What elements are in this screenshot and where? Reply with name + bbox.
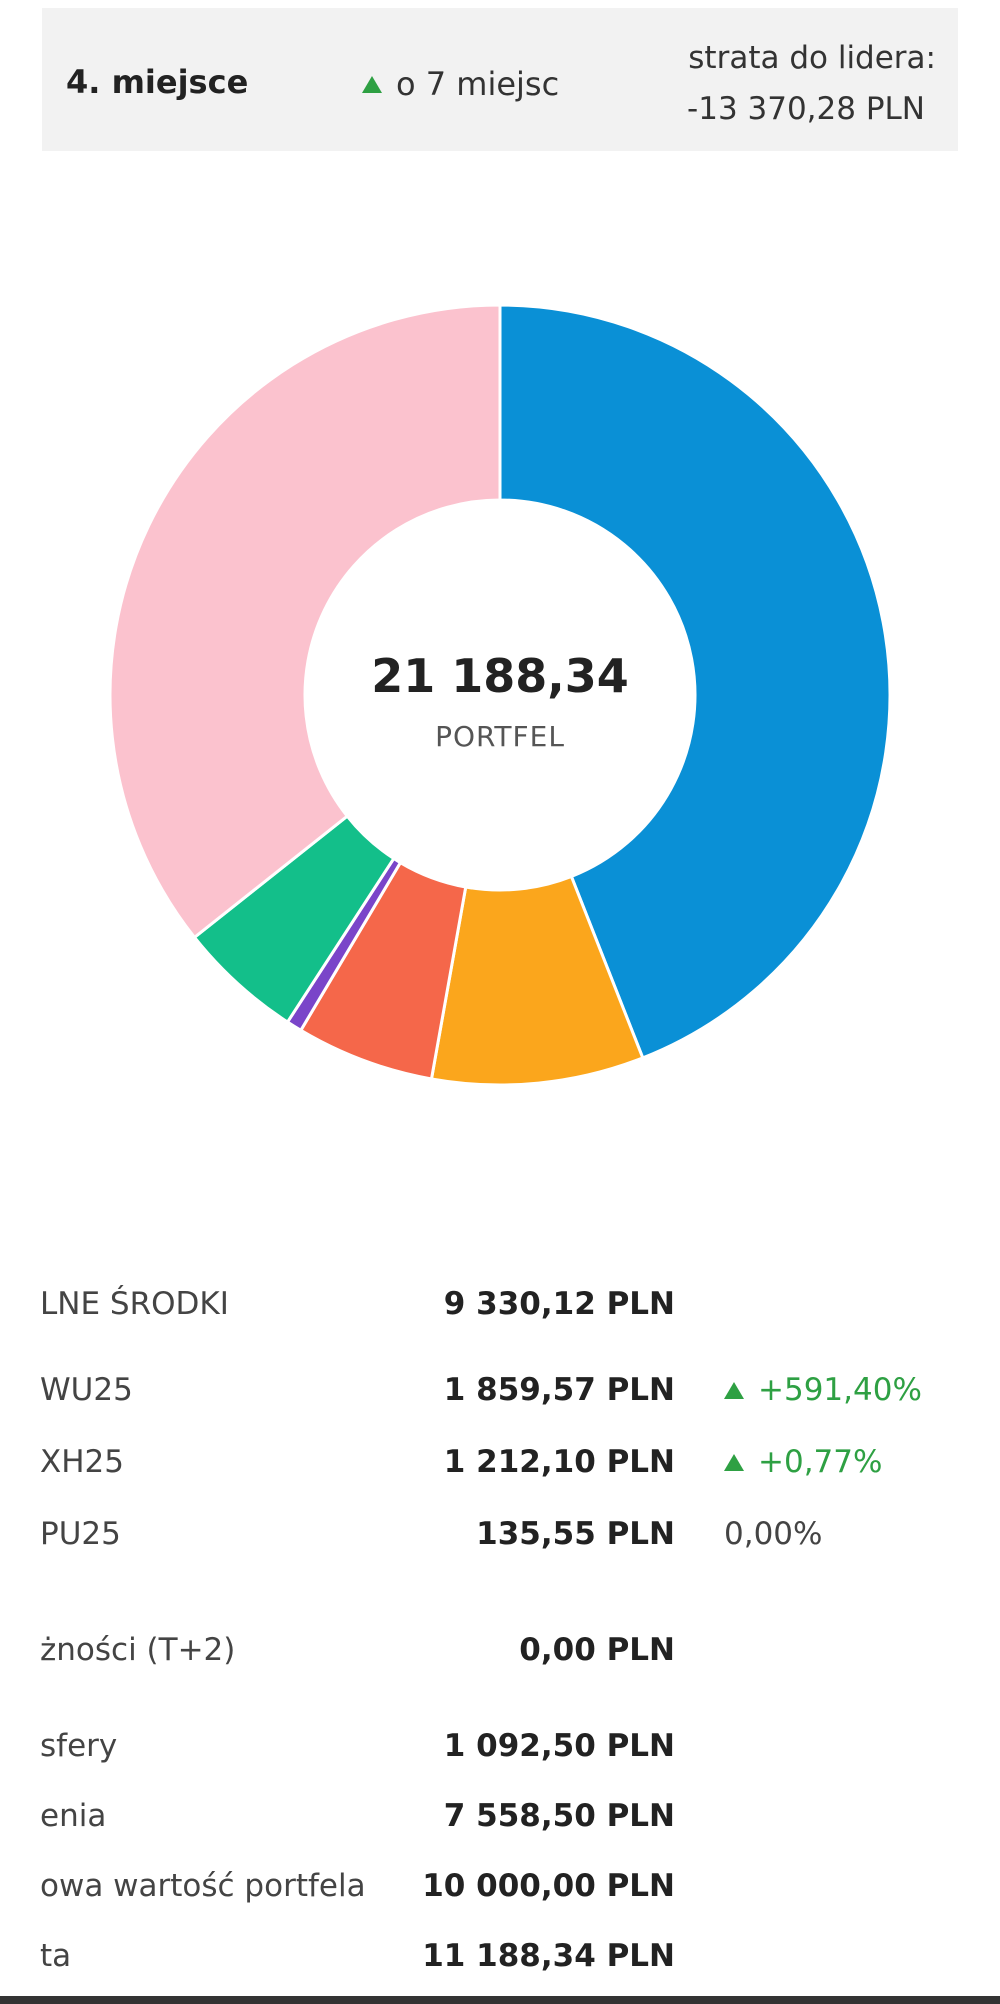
holding-value: 135,55 PLN [476,1516,675,1552]
holding-change-text: +591,40% [758,1372,922,1408]
summary-row: ta 11 188,34 PLN [0,1938,1000,1988]
arrow-up-icon [724,1381,744,1399]
rank-change-text: o 7 miejsc [396,65,560,103]
holding-name: WU25 [40,1372,133,1408]
portfolio-donut-chart: 21 188,34 PORTFEL [108,303,892,1087]
summary-value: 10 000,00 PLN [422,1868,675,1904]
arrow-up-icon [362,75,382,93]
summary-row: sfery 1 092,50 PLN [0,1728,1000,1778]
donut-slice-5[interactable] [108,303,502,940]
holding-name: PU25 [40,1516,121,1552]
list-item[interactable]: WU25 1 859,57 PLN +591,40% [0,1372,1000,1422]
holding-name: LNE ŚRODKI [40,1286,229,1322]
holding-change: +591,40% [724,1372,922,1408]
summary-label: enia [40,1798,107,1834]
summary-value: 11 188,34 PLN [422,1938,675,1974]
arrow-up-icon [724,1453,744,1471]
list-item[interactable]: PU25 135,55 PLN 0,00% [0,1516,1000,1566]
summary-label: owa wartość portfela [40,1868,366,1904]
summary-label: żności (T+2) [40,1632,236,1668]
bottom-edge [0,1996,1000,2004]
list-item[interactable]: LNE ŚRODKI 9 330,12 PLN [0,1286,1000,1336]
holding-name: XH25 [40,1444,124,1480]
list-item[interactable]: XH25 1 212,10 PLN +0,77% [0,1444,1000,1494]
summary-row: owa wartość portfela 10 000,00 PLN [0,1868,1000,1918]
holding-change: +0,77% [724,1444,882,1480]
rank-place: 4. miejsce [66,63,249,101]
summary-label: ta [40,1938,72,1974]
holding-change-text: +0,77% [758,1444,883,1480]
holding-value: 1 859,57 PLN [443,1372,675,1408]
summary-value: 7 558,50 PLN [443,1798,675,1834]
holding-change: 0,00% [724,1516,823,1552]
portfolio-label: PORTFEL [435,720,565,753]
summary-value: 1 092,50 PLN [443,1728,675,1764]
rank-change: o 7 miejsc [362,65,559,103]
donut-slice-0[interactable] [498,303,892,1060]
summary-label: sfery [40,1728,118,1764]
loss-to-leader-label: strata do lidera: [688,40,936,76]
portfolio-total-value: 21 188,34 [371,649,629,703]
summary-row: żności (T+2) 0,00 PLN [0,1632,1000,1682]
summary-row: enia 7 558,50 PLN [0,1798,1000,1848]
holding-value: 1 212,10 PLN [443,1444,675,1480]
loss-to-leader-value: -13 370,28 PLN [687,91,925,127]
summary-value: 0,00 PLN [519,1632,675,1668]
ranking-banner: 4. miejsce o 7 miejsc strata do lidera: … [42,8,958,151]
holding-value: 9 330,12 PLN [443,1286,675,1322]
